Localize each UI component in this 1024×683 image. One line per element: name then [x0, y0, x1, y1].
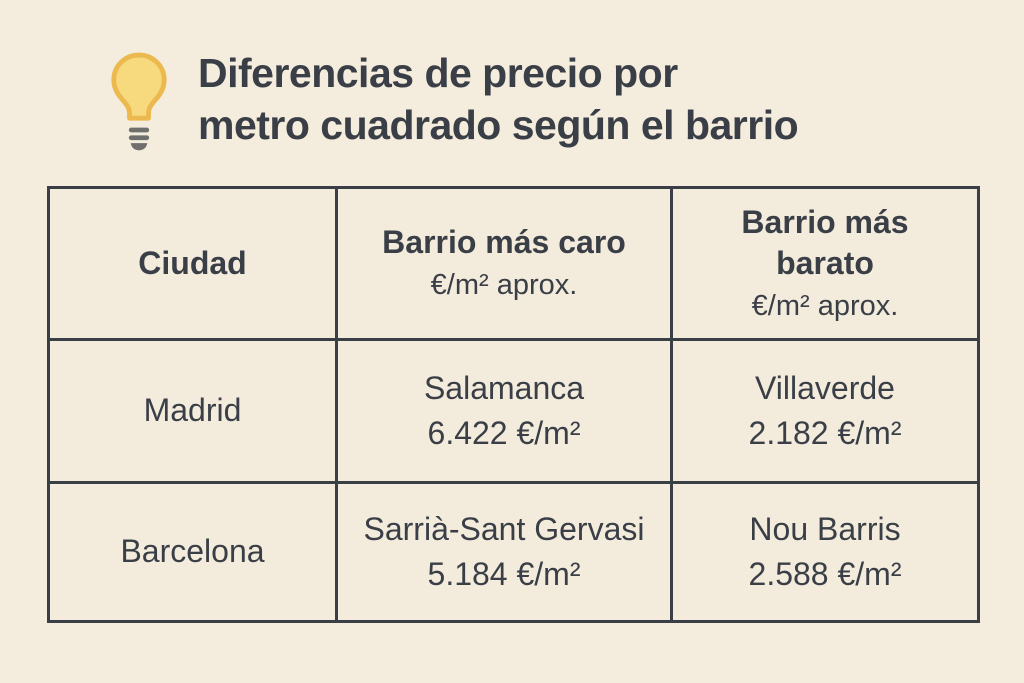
column-header-most-expensive-label: Barrio más caro [382, 224, 626, 261]
table-header-row: Ciudad Barrio más caro €/m² aprox. Barri… [47, 186, 980, 341]
column-header-cheapest-label: Barrio más barato [741, 203, 909, 282]
barrio-price: 2.182 €/m² [748, 415, 902, 451]
city-name: Barcelona [120, 533, 265, 570]
page-title: Diferencias de precio por metro cuadrado… [198, 48, 799, 151]
column-header-cheapest: Barrio más barato €/m² aprox. [670, 186, 980, 341]
column-header-city: Ciudad [47, 186, 338, 341]
barrio-name: Salamanca [423, 369, 585, 406]
barrio-name: Sarrià-Sant Gervasi [363, 510, 645, 547]
barrio-price: 2.588 €/m² [748, 556, 902, 592]
barrio-name: Villaverde [755, 369, 895, 406]
city-cell: Madrid [47, 338, 338, 484]
column-header-cheapest-unit: €/m² aprox. [751, 289, 899, 322]
cheapest-cell: Villaverde 2.182 €/m² [670, 338, 980, 484]
table-row-madrid: Madrid Salamanca 6.422 €/m² Villaverde 2… [47, 338, 980, 484]
table-row-barcelona: Barcelona Sarrià-Sant Gervasi 5.184 €/m²… [47, 481, 980, 623]
column-header-most-expensive: Barrio más caro €/m² aprox. [335, 186, 673, 341]
city-cell: Barcelona [47, 481, 338, 623]
most-expensive-cell: Sarrià-Sant Gervasi 5.184 €/m² [335, 481, 673, 623]
city-name: Madrid [143, 392, 242, 429]
cheapest-cell: Nou Barris 2.588 €/m² [670, 481, 980, 623]
barrio-name: Nou Barris [749, 510, 901, 547]
column-header-city-label: Ciudad [138, 244, 247, 281]
barrio-price: 6.422 €/m² [427, 415, 581, 451]
header: Diferencias de precio por metro cuadrado… [108, 48, 799, 154]
lightbulb-icon [111, 52, 167, 151]
column-header-most-expensive-unit: €/m² aprox. [430, 268, 578, 301]
price-table: Ciudad Barrio más caro €/m² aprox. Barri… [47, 186, 980, 623]
page-title-line-2: metro cuadrado según el barrio [198, 101, 799, 148]
page-title-line-1: Diferencias de precio por [198, 50, 678, 96]
most-expensive-cell: Salamanca 6.422 €/m² [335, 338, 673, 484]
barrio-price: 5.184 €/m² [427, 556, 581, 592]
